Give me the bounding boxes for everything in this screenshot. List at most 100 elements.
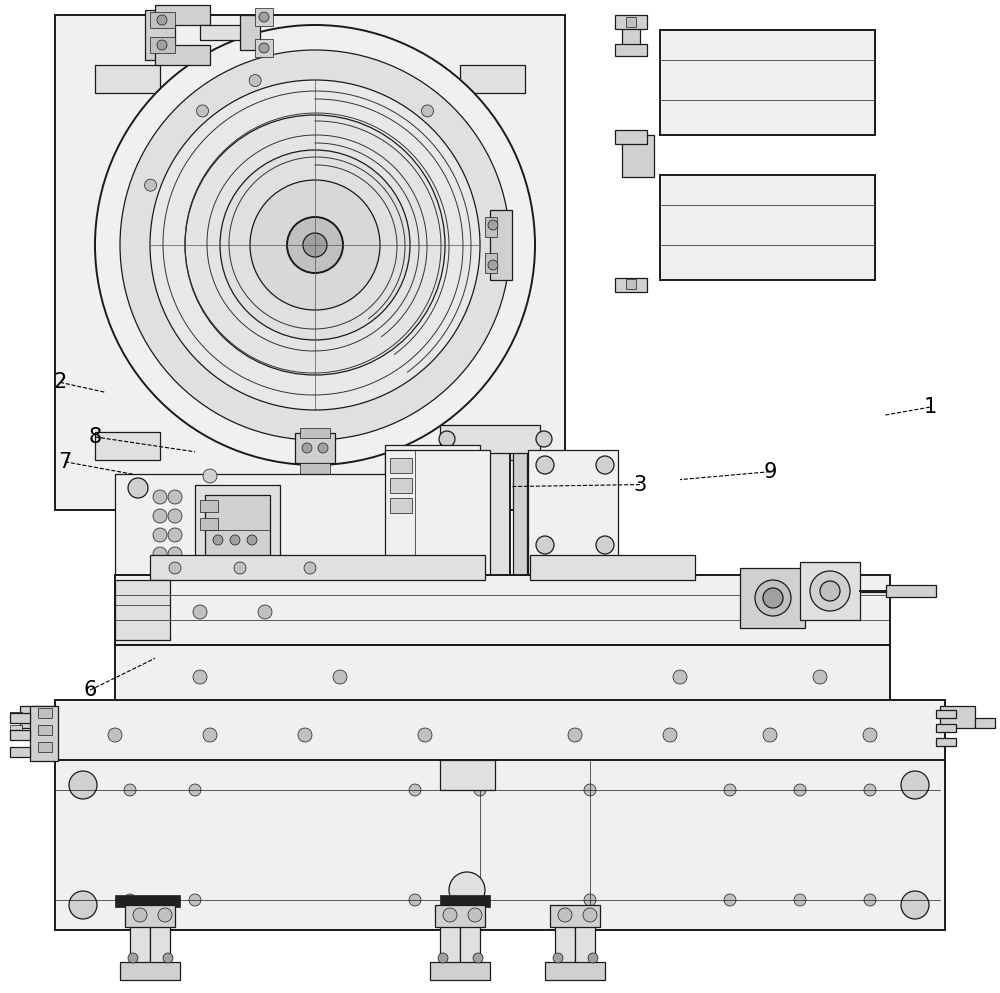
- Circle shape: [409, 894, 421, 906]
- Text: 3: 3: [633, 475, 647, 495]
- Bar: [10, 747, 30, 757]
- Circle shape: [259, 43, 269, 53]
- Text: 7: 7: [58, 452, 72, 472]
- Circle shape: [124, 894, 136, 906]
- Circle shape: [443, 908, 457, 922]
- Circle shape: [588, 953, 598, 963]
- Text: 9: 9: [763, 462, 777, 482]
- Bar: [490, 210, 512, 280]
- Bar: [936, 724, 956, 732]
- Circle shape: [193, 670, 207, 684]
- Bar: [485, 217, 497, 237]
- Bar: [38, 742, 52, 752]
- Bar: [200, 25, 250, 40]
- Circle shape: [157, 40, 167, 50]
- Circle shape: [748, 605, 762, 619]
- Bar: [555, 925, 575, 965]
- Circle shape: [583, 908, 597, 922]
- Bar: [430, 962, 490, 980]
- Bar: [10, 730, 30, 740]
- Bar: [115, 474, 480, 619]
- Circle shape: [584, 784, 596, 796]
- Text: 6: 6: [83, 680, 97, 700]
- Circle shape: [823, 605, 837, 619]
- Circle shape: [820, 581, 840, 601]
- Circle shape: [755, 580, 791, 616]
- Bar: [55, 700, 945, 770]
- Bar: [200, 500, 218, 512]
- Bar: [545, 962, 605, 980]
- Bar: [440, 925, 460, 965]
- Bar: [295, 433, 335, 463]
- Circle shape: [287, 217, 343, 273]
- Circle shape: [864, 894, 876, 906]
- Circle shape: [197, 105, 209, 117]
- Bar: [626, 279, 636, 289]
- Circle shape: [763, 728, 777, 742]
- Bar: [460, 432, 525, 460]
- Circle shape: [813, 670, 827, 684]
- Circle shape: [168, 490, 182, 504]
- Circle shape: [794, 894, 806, 906]
- Circle shape: [473, 953, 483, 963]
- Bar: [125, 905, 175, 927]
- Bar: [10, 725, 22, 733]
- Circle shape: [153, 547, 167, 561]
- Bar: [130, 925, 150, 965]
- Text: 8: 8: [88, 427, 102, 447]
- Bar: [300, 428, 330, 438]
- Bar: [115, 645, 890, 710]
- Bar: [622, 135, 654, 177]
- Circle shape: [213, 535, 223, 545]
- Bar: [485, 253, 497, 273]
- Circle shape: [596, 536, 614, 554]
- Circle shape: [128, 478, 148, 498]
- Bar: [660, 175, 875, 280]
- Bar: [120, 962, 180, 980]
- Circle shape: [189, 894, 201, 906]
- Circle shape: [333, 670, 347, 684]
- Text: 2: 2: [53, 372, 67, 392]
- Bar: [150, 12, 175, 28]
- Circle shape: [468, 908, 482, 922]
- Bar: [615, 278, 647, 292]
- Bar: [20, 706, 55, 728]
- Bar: [10, 712, 22, 720]
- Bar: [390, 478, 412, 493]
- Bar: [622, 25, 640, 45]
- Circle shape: [158, 908, 172, 922]
- Bar: [30, 706, 58, 761]
- Bar: [460, 65, 525, 93]
- Bar: [155, 45, 210, 65]
- Circle shape: [302, 443, 312, 453]
- Bar: [740, 568, 805, 628]
- Circle shape: [409, 784, 421, 796]
- Circle shape: [128, 953, 138, 963]
- Bar: [385, 450, 490, 575]
- Bar: [195, 485, 280, 590]
- Bar: [205, 495, 270, 580]
- Circle shape: [536, 456, 554, 474]
- Bar: [150, 925, 170, 965]
- Circle shape: [185, 115, 445, 375]
- Bar: [55, 15, 565, 510]
- Bar: [805, 592, 845, 604]
- Bar: [55, 760, 945, 930]
- Bar: [975, 718, 995, 728]
- Bar: [300, 463, 330, 475]
- Circle shape: [133, 908, 147, 922]
- Circle shape: [488, 220, 498, 230]
- Bar: [240, 15, 260, 50]
- Circle shape: [303, 233, 327, 257]
- Bar: [615, 15, 647, 29]
- Circle shape: [247, 535, 257, 545]
- Bar: [660, 30, 875, 135]
- Bar: [435, 905, 485, 927]
- Circle shape: [439, 431, 455, 447]
- Circle shape: [168, 547, 182, 561]
- Circle shape: [584, 894, 596, 906]
- Circle shape: [304, 562, 316, 574]
- Circle shape: [536, 536, 554, 554]
- Bar: [95, 432, 160, 460]
- Bar: [385, 445, 480, 565]
